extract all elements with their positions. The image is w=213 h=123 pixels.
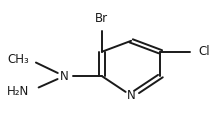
Text: Cl: Cl xyxy=(198,45,210,58)
Text: CH₃: CH₃ xyxy=(7,53,29,66)
Text: N: N xyxy=(60,70,69,83)
Text: N: N xyxy=(127,89,135,102)
Text: H₂N: H₂N xyxy=(6,85,29,98)
Text: Br: Br xyxy=(95,12,108,25)
